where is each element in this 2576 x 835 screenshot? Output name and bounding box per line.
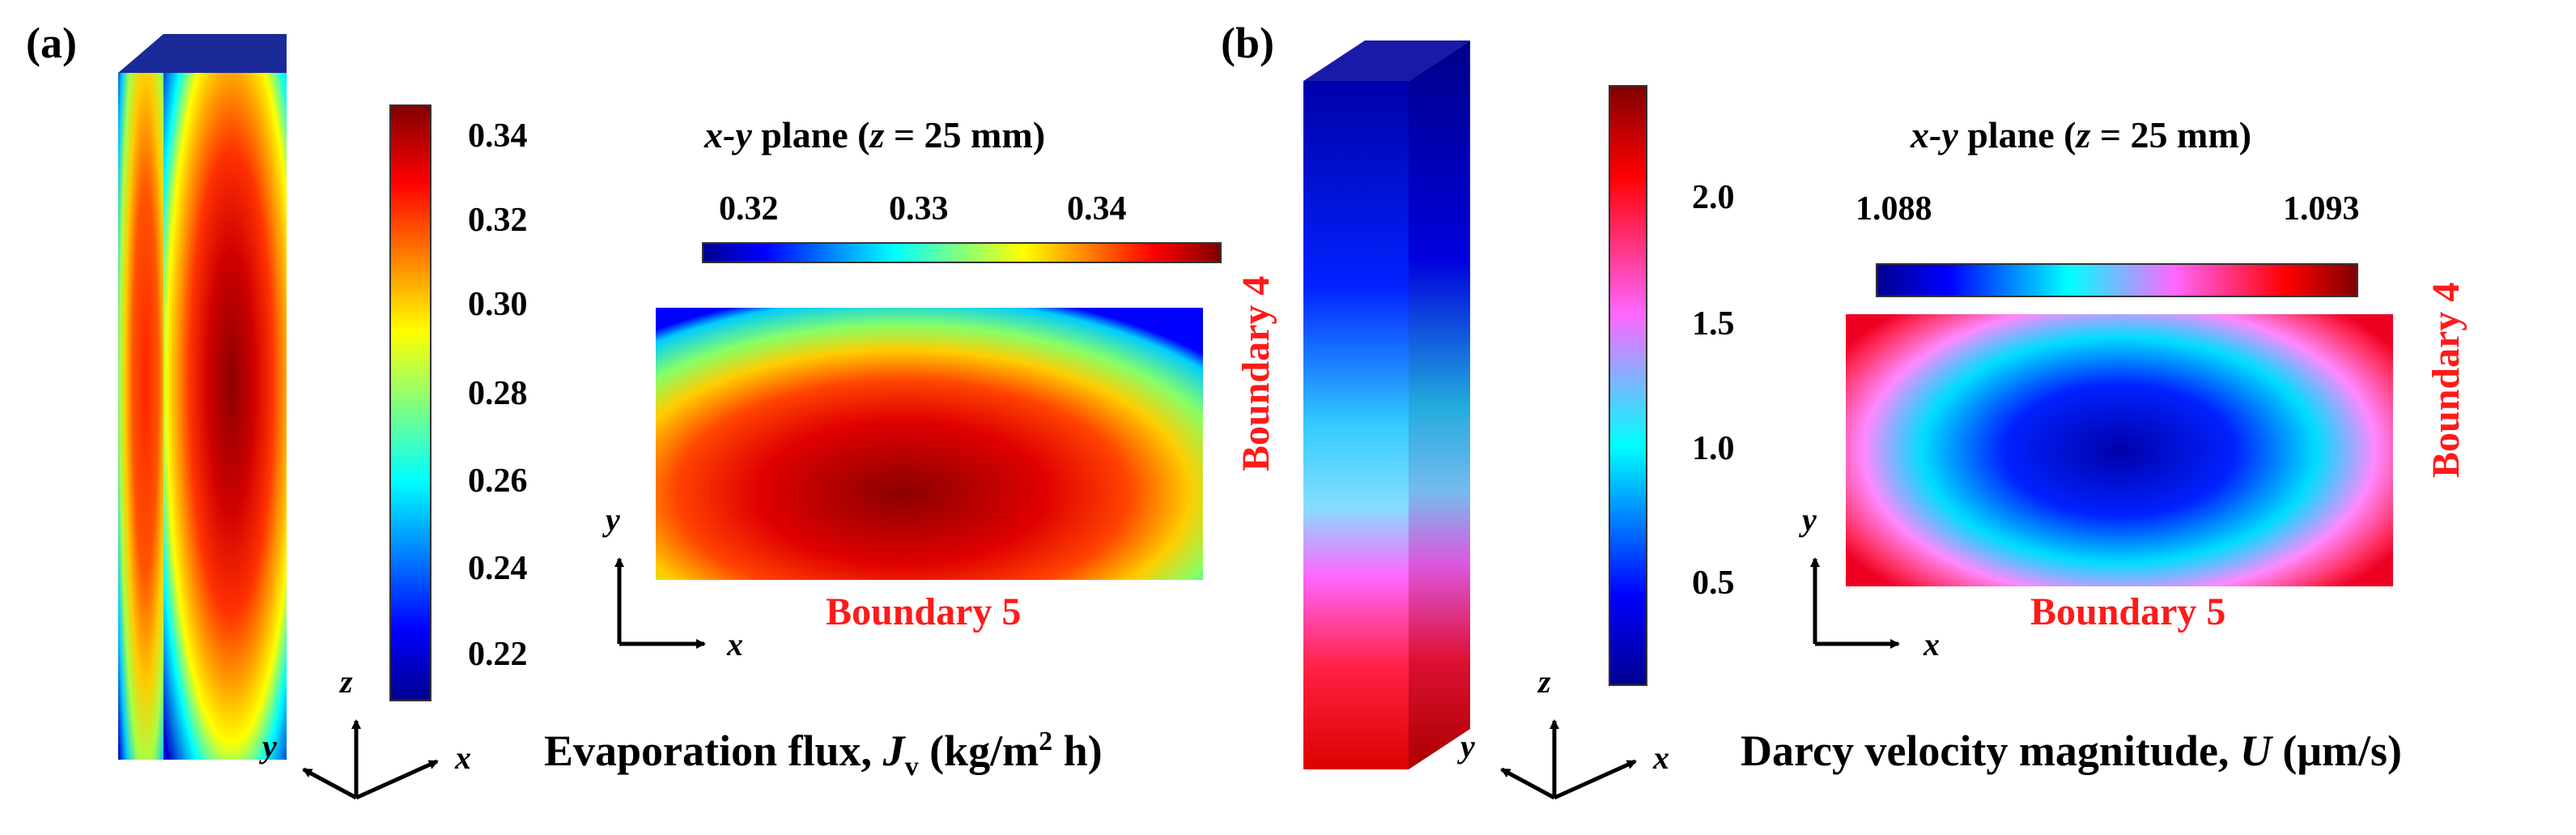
colorbar-tick: 0.32 [468, 202, 528, 239]
axis-x-label: x [1653, 739, 1669, 776]
panel-b-xy-plane [1846, 314, 2393, 586]
panel-a-column [118, 34, 287, 760]
axis-x-label: x [727, 626, 743, 662]
panel-b-colorbar [1609, 85, 1647, 686]
colorbar-tick: 0.26 [468, 462, 528, 500]
panel-a-plane-title: x-y plane (z = 25 mm) [704, 114, 1046, 155]
plane-tick: 1.093 [2283, 190, 2360, 228]
panel-a-axes-3d [302, 719, 439, 800]
panel-label-b: (b) [1221, 19, 1274, 67]
axis-x-label: x [1923, 626, 1940, 662]
plane-tick: 0.33 [889, 190, 949, 228]
colorbar-tick: 0.22 [468, 636, 528, 673]
panel-b-boundary-5: Boundary 5 [2030, 590, 2226, 633]
colorbar-tick: 1.5 [1692, 305, 1735, 343]
panel-a-boundary-4: Boundary 4 [1235, 275, 1277, 471]
panel-b-boundary-4: Boundary 4 [2425, 282, 2468, 478]
axis-x-label: x [455, 739, 471, 776]
axis-y-label: y [606, 501, 620, 538]
colorbar-tick: 0.34 [468, 117, 528, 155]
colorbar-tick: 0.5 [1692, 564, 1735, 602]
axis-y-label: y [1802, 501, 1817, 538]
panel-b-axes-3d [1500, 719, 1637, 800]
panel-b-plane-title: x-y plane (z = 25 mm) [1911, 114, 2252, 155]
panel-a-plane-colorbar [702, 242, 1222, 263]
colorbar-tick: 0.24 [468, 550, 528, 587]
colorbar-tick: 2.0 [1692, 179, 1735, 216]
plane-tick: 0.32 [719, 190, 779, 228]
plane-tick: 0.34 [1067, 190, 1127, 228]
plane-tick: 1.088 [1855, 190, 1932, 228]
panel-b-column [1303, 40, 1470, 769]
panel-label-a: (a) [26, 19, 77, 67]
panel-a-xy-plane [656, 308, 1203, 580]
panel-a-caption: Evaporation flux, Jv (kg/m2 h) [544, 726, 1103, 782]
panel-b-plane-colorbar [1876, 263, 2358, 297]
colorbar-tick: 1.0 [1692, 430, 1735, 467]
axis-y-label: y [262, 728, 277, 765]
axis-z-label: z [1538, 663, 1551, 700]
panel-a-axes-2d [614, 557, 706, 649]
colorbar-tick: 0.30 [468, 286, 528, 323]
panel-a-boundary-5: Boundary 5 [826, 590, 1022, 633]
panel-b-axes-2d [1810, 557, 1900, 649]
panel-a-colorbar [389, 104, 431, 701]
panel-b-caption: Darcy velocity magnitude, U (μm/s) [1741, 726, 2402, 775]
axis-y-label: y [1460, 728, 1475, 765]
colorbar-tick: 0.28 [468, 375, 528, 412]
axis-z-label: z [340, 663, 353, 700]
